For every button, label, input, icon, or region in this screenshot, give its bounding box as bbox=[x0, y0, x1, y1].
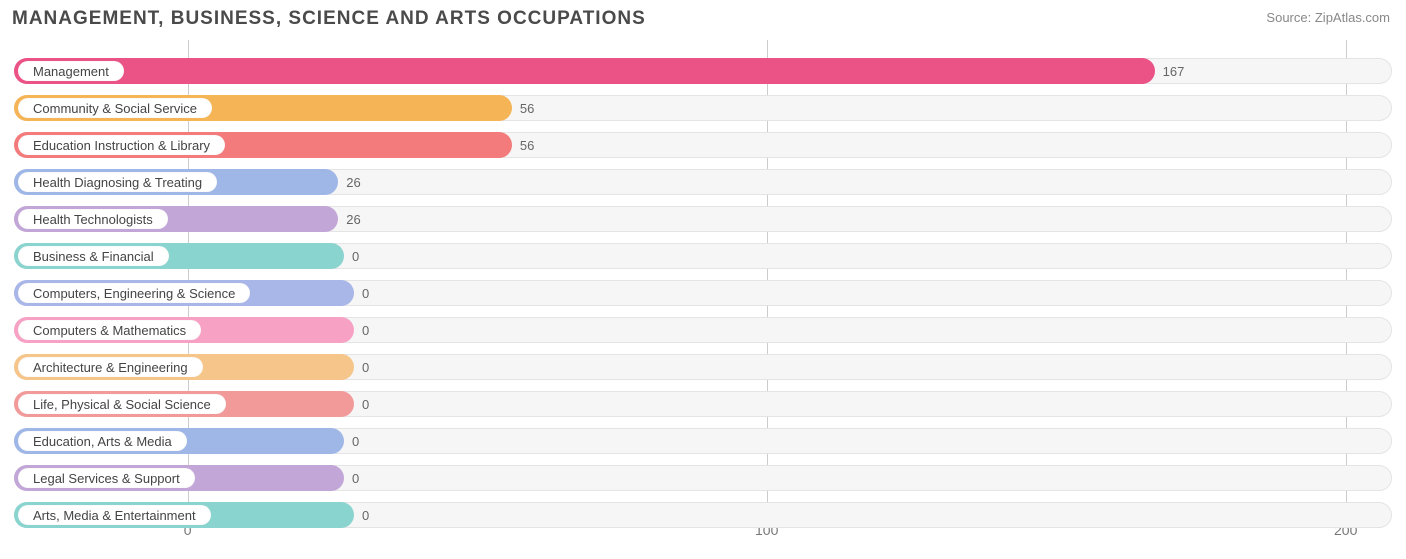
bar-label: Arts, Media & Entertainment bbox=[18, 505, 211, 525]
source-label: Source: bbox=[1266, 10, 1311, 25]
bar-value: 0 bbox=[352, 465, 359, 491]
bar-value: 0 bbox=[362, 354, 369, 380]
chart-row: Education Instruction & Library 56 bbox=[14, 132, 1392, 158]
chart-row: Arts, Media & Entertainment 0 bbox=[14, 502, 1392, 528]
bar-label: Legal Services & Support bbox=[18, 468, 195, 488]
bar-value: 0 bbox=[362, 391, 369, 417]
bar-label: Computers, Engineering & Science bbox=[18, 283, 250, 303]
chart-row: Computers, Engineering & Science 0 bbox=[14, 280, 1392, 306]
bar-label: Computers & Mathematics bbox=[18, 320, 201, 340]
bar-value: 0 bbox=[362, 280, 369, 306]
chart-plot: Management 167 Community & Social Service 5… bbox=[14, 40, 1392, 520]
bar-value: 56 bbox=[520, 95, 534, 121]
bar-label: Community & Social Service bbox=[18, 98, 212, 118]
bar bbox=[14, 58, 1155, 84]
bar-value: 167 bbox=[1163, 58, 1185, 84]
bar-label: Education, Arts & Media bbox=[18, 431, 187, 451]
bar-value: 26 bbox=[346, 169, 360, 195]
chart-row: Computers & Mathematics 0 bbox=[14, 317, 1392, 343]
bar-label: Life, Physical & Social Science bbox=[18, 394, 226, 414]
bar-value: 0 bbox=[352, 428, 359, 454]
bar-label: Health Technologists bbox=[18, 209, 168, 229]
source-name: ZipAtlas.com bbox=[1315, 10, 1390, 25]
chart-row: Health Diagnosing & Treating 26 bbox=[14, 169, 1392, 195]
chart-row: Architecture & Engineering 0 bbox=[14, 354, 1392, 380]
chart-title: MANAGEMENT, BUSINESS, SCIENCE AND ARTS O… bbox=[12, 8, 646, 30]
bar-value: 0 bbox=[352, 243, 359, 269]
chart-source: Source: ZipAtlas.com bbox=[1266, 10, 1390, 25]
bar-value: 26 bbox=[346, 206, 360, 232]
chart-row: Health Technologists 26 bbox=[14, 206, 1392, 232]
bar-label: Management bbox=[18, 61, 124, 81]
bar-label: Business & Financial bbox=[18, 246, 169, 266]
occupations-bar-chart: Management 167 Community & Social Service 5… bbox=[14, 40, 1392, 545]
chart-row: Business & Financial 0 bbox=[14, 243, 1392, 269]
chart-row: Legal Services & Support 0 bbox=[14, 465, 1392, 491]
chart-row: Community & Social Service 56 bbox=[14, 95, 1392, 121]
bar-value: 0 bbox=[362, 502, 369, 528]
bar-value: 56 bbox=[520, 132, 534, 158]
chart-row: Management 167 bbox=[14, 58, 1392, 84]
chart-row: Education, Arts & Media 0 bbox=[14, 428, 1392, 454]
bar-label: Health Diagnosing & Treating bbox=[18, 172, 217, 192]
bar-label: Architecture & Engineering bbox=[18, 357, 203, 377]
bar-value: 0 bbox=[362, 317, 369, 343]
bar-label: Education Instruction & Library bbox=[18, 135, 225, 155]
chart-row: Life, Physical & Social Science 0 bbox=[14, 391, 1392, 417]
